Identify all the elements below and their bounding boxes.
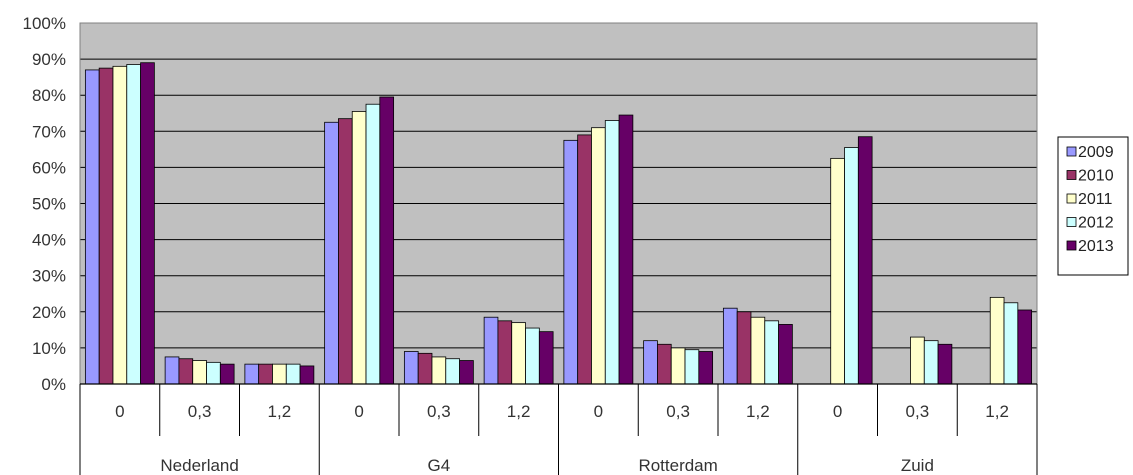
bar-2011: [591, 127, 606, 385]
x-tick-label: 1,2: [746, 402, 770, 421]
bar-2009: [84, 69, 100, 385]
legend-swatch: [1066, 146, 1077, 157]
y-tick-label: 50%: [32, 195, 66, 214]
legend-label: 2009: [1078, 144, 1114, 161]
bar-2011: [989, 296, 1005, 385]
bar-2011: [670, 347, 686, 385]
bar-2009: [722, 307, 738, 385]
bar-2013: [219, 363, 235, 385]
x-tick-label: 1,2: [985, 402, 1009, 421]
x-tick-label: 0,3: [427, 402, 451, 421]
group-label: Zuid: [901, 456, 934, 475]
legend-label: 2010: [1078, 168, 1114, 185]
bar-2013: [459, 360, 474, 385]
bar-2013: [618, 114, 634, 385]
bar-2010: [258, 363, 273, 385]
legend-label: 2012: [1078, 215, 1114, 232]
bar-2012: [604, 120, 620, 385]
bar-2012: [844, 147, 859, 385]
bar-2011: [351, 111, 367, 385]
legend-swatch: [1066, 217, 1077, 227]
y-axis-tick-labels: 0% 10% 20% 30% 40% 50% 60% 70% 80% 90% 100%: [23, 14, 66, 394]
bar-2012: [445, 358, 460, 385]
bar-2011: [830, 157, 845, 385]
bar-2013: [299, 365, 315, 385]
bar-2010: [417, 352, 433, 385]
legend: 2009 2010 2011 2012 2013: [1057, 136, 1129, 276]
y-tick-label: 100%: [23, 14, 66, 33]
bar-2010: [577, 134, 592, 385]
bar-2012: [1003, 302, 1019, 385]
x-tick-label: 0: [594, 402, 603, 421]
y-tick-label: 60%: [32, 158, 66, 177]
bar-2013: [857, 136, 873, 385]
y-tick-label: 70%: [32, 122, 66, 141]
bar-2010: [98, 67, 114, 385]
bar-2011: [192, 360, 207, 385]
bar-2009: [164, 356, 180, 385]
bar-2011: [511, 322, 526, 385]
bar-2013: [538, 331, 554, 385]
y-tick-label: 80%: [32, 86, 66, 105]
bar-2012: [285, 363, 301, 385]
bar-2013: [778, 324, 793, 385]
bar-2012: [684, 349, 700, 385]
legend-swatch: [1066, 170, 1077, 180]
group-label: G4: [428, 456, 451, 475]
bar-2011: [272, 363, 287, 385]
y-tick-label: 40%: [32, 231, 66, 250]
bar-2009: [483, 316, 499, 385]
bar-2013: [698, 351, 714, 385]
x-tick-label: 1,2: [268, 402, 292, 421]
x-tick-label: 0: [833, 402, 842, 421]
x-axis-category-table: 0 0,3 1,2 Nederland 0 0,3 1,2 G4 0 0,3 1,2 Rotterda…: [79, 384, 1038, 475]
x-tick-label: 0,3: [906, 402, 930, 421]
legend-swatch: [1066, 193, 1077, 204]
y-tick-label: 10%: [32, 339, 66, 358]
bar-2009: [244, 363, 260, 385]
legend-swatch: [1066, 240, 1077, 251]
x-tick-label: 0: [115, 402, 124, 421]
bar-2012: [923, 340, 939, 385]
legend-label: 2011: [1078, 191, 1113, 208]
x-tick-label: 0,3: [188, 402, 212, 421]
y-tick-label: 90%: [32, 50, 66, 69]
y-tick-label: 20%: [32, 303, 66, 322]
bar-2010: [178, 358, 194, 385]
bar-2012: [764, 320, 779, 385]
bar-2011: [750, 316, 766, 385]
bar-2011: [431, 356, 447, 385]
bar-2009: [563, 139, 579, 385]
bar-2012: [206, 361, 221, 385]
bar-2012: [525, 327, 540, 385]
x-tick-label: 0,3: [666, 402, 690, 421]
legend-label: 2013: [1078, 238, 1114, 255]
bar-2010: [497, 320, 513, 385]
bar-2009: [643, 340, 658, 385]
bar-2009: [403, 351, 419, 385]
bar-2013: [140, 62, 155, 385]
y-tick-label: 0%: [41, 375, 66, 394]
bar-2010: [657, 343, 672, 385]
legend-box: [1057, 136, 1129, 276]
group-label: Rotterdam: [638, 456, 717, 475]
x-tick-label: 0: [354, 402, 363, 421]
bar-2011: [112, 65, 128, 385]
x-tick-label: 1,2: [507, 402, 531, 421]
bar-2011: [910, 336, 925, 385]
bar-2009: [324, 121, 339, 385]
bar-2010: [338, 118, 353, 385]
group-label: Nederland: [160, 456, 238, 475]
bar-2013: [937, 343, 953, 385]
plot-area: [79, 22, 1038, 385]
y-tick-label: 30%: [32, 267, 66, 286]
bar-2013: [1017, 309, 1033, 385]
bar-2010: [736, 311, 752, 385]
bar-2012: [126, 64, 141, 385]
bar-2012: [365, 103, 381, 385]
bar-2013: [379, 96, 395, 385]
